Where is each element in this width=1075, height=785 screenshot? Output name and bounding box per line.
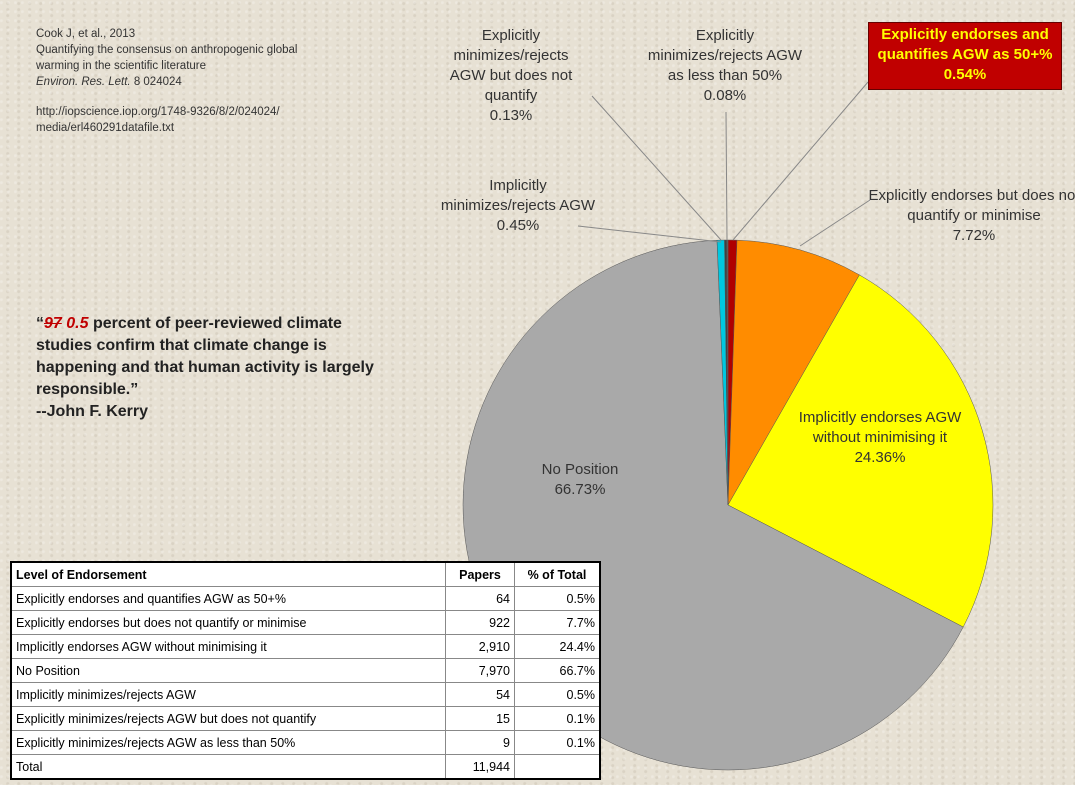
citation-author: Cook J, et al., 2013 (36, 28, 136, 40)
header-cell: % of Total (514, 561, 601, 587)
leader-line (577, 225, 722, 243)
slice-name: Explicitly endorses but does not quantif… (868, 187, 1075, 224)
slice-name: No Position (541, 461, 619, 478)
pie-slice (726, 239, 729, 506)
slice-label: Explicitly minimizes/rejects AGW as less… (640, 26, 810, 106)
leader-line (732, 81, 869, 241)
table-row: Explicitly minimizes/rejects AGW as less… (10, 730, 601, 755)
table-cell: Total (10, 754, 446, 780)
table-cell: 66.7% (514, 658, 601, 683)
quote-open: “ (36, 315, 44, 332)
slice-label: No Position 66.73% (500, 460, 660, 500)
table-cell: Explicitly minimizes/rejects AGW as less… (10, 730, 446, 755)
table-cell: 11,944 (445, 754, 515, 780)
table-header: Level of Endorsement Papers% of Total (10, 561, 601, 587)
volume: 8 024024 (133, 76, 182, 88)
pie-slice (727, 274, 994, 628)
slice-name: Implicitly minimizes/rejects AGW (440, 177, 596, 214)
table-row: Explicitly endorses and quantifies AGW a… (10, 586, 601, 611)
quote-text: percent of peer-reviewed climate studies… (36, 315, 374, 398)
slice-label: Explicitly endorses but does not quantif… (868, 186, 1075, 246)
slice-value: 7.72% (952, 227, 996, 244)
table-cell: 922 (445, 610, 515, 635)
table-cell: Implicitly minimizes/rejects AGW (10, 682, 446, 707)
quote-attribution: --John F. Kerry (36, 403, 149, 420)
table-cell: 7.7% (514, 610, 601, 635)
table-cell: 2,910 (445, 634, 515, 659)
table-cell: 54 (445, 682, 515, 707)
leader-line (799, 199, 871, 247)
citation-journal: Environ. Res. Lett. 8 024024 (36, 74, 336, 90)
table-cell: Explicitly endorses but does not quantif… (10, 610, 446, 635)
table-row: Explicitly endorses but does not quantif… (10, 610, 601, 635)
table-cell: 15 (445, 706, 515, 731)
slice-value: 0.45% (496, 217, 540, 234)
citation: Cook J, et al., 2013 Quantifying the con… (36, 26, 336, 136)
leader-lines (577, 81, 871, 247)
slice-value: 0.08% (703, 87, 747, 104)
table-row: Implicitly minimizes/rejects AGW 54 0.5% (10, 682, 601, 707)
table-cell: 7,970 (445, 658, 515, 683)
table-cell: Explicitly endorses and quantifies AGW a… (10, 586, 446, 611)
slice-value: 0.13% (489, 107, 533, 124)
table-cell: Explicitly minimizes/rejects AGW but doe… (10, 706, 446, 731)
table-row: Implicitly endorses AGW without minimisi… (10, 634, 601, 659)
table-cell: Implicitly endorses AGW without minimisi… (10, 634, 446, 659)
table-row: Total 11,944 (10, 754, 601, 780)
quote: “97 0.5 percent of peer-reviewed climate… (36, 313, 396, 423)
table-cell: 64 (445, 586, 515, 611)
table-cell: 9 (445, 730, 515, 755)
table-cell: 24.4% (514, 634, 601, 659)
table-cell: 0.1% (514, 730, 601, 755)
journal: Environ. Res. Lett. (36, 76, 131, 88)
table-cell: 0.5% (514, 682, 601, 707)
quote-replacement: 0.5 (66, 315, 89, 332)
table-row: No Position 7,970 66.7% (10, 658, 601, 683)
quote-struck: 97 (44, 315, 62, 332)
slice-label: Implicitly endorses AGW without minimisi… (782, 408, 978, 468)
table-cell: 0.1% (514, 706, 601, 731)
table-cell: No Position (10, 658, 446, 683)
leader-line (725, 111, 728, 241)
slice-value: 24.36% (854, 449, 906, 466)
citation-url: http://iopscience.iop.org/1748-9326/8/2/… (36, 106, 280, 134)
header-cell: Level of Endorsement (10, 561, 446, 587)
slice-value: 66.73% (554, 481, 606, 498)
slice-value: 0.54% (943, 66, 987, 83)
table-cell (514, 754, 601, 780)
slice-name: Implicitly endorses AGW without minimisi… (798, 409, 962, 446)
header-cell: Papers (445, 561, 515, 587)
slice-label: Explicitly endorses and quantifies AGW a… (868, 22, 1062, 90)
slice-label: Explicitly minimizes/rejects AGW but doe… (440, 26, 582, 126)
slice-name: Explicitly minimizes/rejects AGW as less… (647, 27, 803, 84)
leader-line (591, 95, 722, 241)
slice-label: Implicitly minimizes/rejects AGW 0.45% (440, 176, 596, 236)
citation-title: Quantifying the consensus on anthropogen… (36, 44, 298, 72)
table-cell: 0.5% (514, 586, 601, 611)
pie-slice (727, 239, 860, 506)
table: Level of Endorsement Papers% of Total Expl… (10, 561, 601, 780)
table-row: Explicitly minimizes/rejects AGW but doe… (10, 706, 601, 731)
slice-name: Explicitly endorses and quantifies AGW a… (877, 26, 1053, 63)
slice-name: Explicitly minimizes/rejects AGW but doe… (449, 27, 573, 104)
